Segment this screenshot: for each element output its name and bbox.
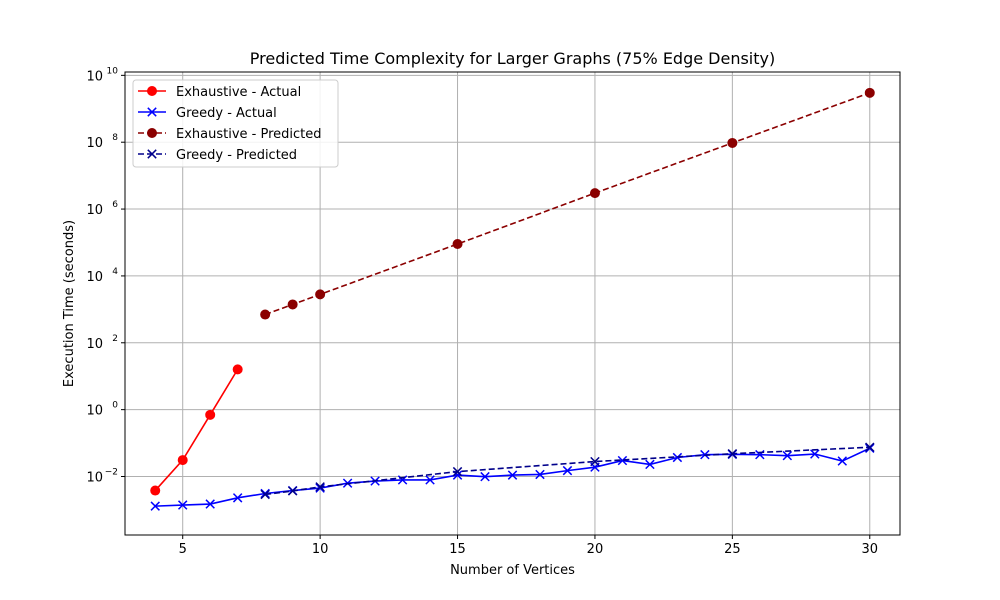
data-point (147, 128, 157, 138)
series-exhaustive-predicted (260, 87, 875, 320)
data-point (287, 299, 298, 310)
y-tick-base: 10 (86, 136, 103, 151)
data-point (562, 465, 573, 476)
legend-item: Greedy - Actual (138, 106, 277, 121)
legend-item: Exhaustive - Predicted (138, 127, 322, 142)
y-tick-exponent: 6 (112, 200, 118, 210)
plot-frame (124, 71, 901, 536)
legend-item: Greedy - Predicted (138, 148, 297, 163)
data-point (232, 364, 243, 375)
data-point (260, 489, 270, 500)
y-tick-label: 10 (86, 270, 103, 285)
y-tick-label: 10 (86, 203, 103, 218)
data-point (837, 456, 848, 466)
y-tick-label: 10 (86, 69, 103, 84)
y-axis-label: Execution Time (seconds) (62, 220, 77, 387)
data-point (865, 442, 875, 452)
x-axis-label: Number of Vertices (450, 563, 575, 578)
y-tick-base: 10 (86, 470, 103, 485)
data-point (617, 455, 628, 466)
chart-title: Predicted Time Complexity for Larger Gra… (250, 49, 775, 68)
legend-label: Greedy - Actual (176, 106, 277, 121)
data-point (507, 470, 518, 480)
data-point (452, 466, 463, 477)
series-line (154, 368, 239, 492)
data-point (589, 188, 600, 199)
y-tick-label: 10 (86, 404, 103, 419)
data-point (590, 456, 600, 467)
y-tick-base: 10 (86, 337, 103, 352)
x-tick-label: 10 (312, 542, 329, 557)
y-tick-exponent: 2 (112, 334, 118, 344)
x-tick-label: 15 (449, 542, 466, 557)
y-tick-label: 10 (86, 470, 103, 485)
y-tick-label: 10 (86, 136, 103, 151)
series-exhaustive-actual (150, 364, 243, 496)
data-point (260, 309, 271, 320)
data-point (315, 483, 325, 493)
y-tick-exponent: 8 (112, 133, 118, 143)
x-tick-label: 5 (179, 542, 187, 557)
series-layer (150, 87, 875, 511)
y-tick-base: 10 (86, 203, 103, 218)
data-point (535, 469, 545, 480)
legend: Exhaustive - Actual Greedy - Actual Exhaus… (132, 79, 339, 168)
y-tick-base: 10 (86, 69, 103, 84)
data-point (147, 107, 157, 117)
data-point (315, 482, 325, 492)
data-point (205, 409, 216, 420)
data-point (287, 486, 298, 496)
data-point (425, 475, 435, 485)
data-point (864, 87, 875, 98)
data-point (150, 501, 160, 511)
y-tick-base: 10 (86, 270, 103, 285)
x-tick-label: 20 (587, 542, 604, 557)
data-point (315, 289, 326, 300)
y-tick-exponent: 10 (107, 66, 119, 76)
data-point (782, 450, 793, 461)
legend-item: Exhaustive - Actual (138, 85, 301, 100)
legend-box (132, 79, 339, 168)
data-point (397, 475, 408, 485)
y-tick-exponent: 0 (112, 401, 118, 411)
y-tick-label: 10 (86, 337, 103, 352)
data-point (645, 459, 655, 470)
data-point (147, 149, 157, 159)
x-tick-label: 30 (861, 542, 878, 557)
data-point (727, 137, 738, 148)
legend-label: Exhaustive - Actual (176, 85, 301, 100)
legend-label: Exhaustive - Predicted (176, 127, 322, 142)
data-point (452, 239, 463, 250)
data-point (232, 493, 243, 503)
data-point (205, 499, 215, 509)
grid (125, 72, 900, 535)
y-tick-base: 10 (86, 404, 103, 419)
legend-label: Greedy - Predicted (176, 148, 297, 163)
y-tick-exponent: −2 (105, 467, 118, 477)
data-point (727, 448, 738, 459)
data-point (147, 86, 157, 96)
y-tick-exponent: 4 (112, 267, 118, 277)
data-point (177, 500, 188, 510)
data-point (150, 485, 161, 496)
data-point (177, 455, 188, 466)
data-point (480, 471, 490, 482)
series-greedy-predicted (260, 442, 875, 500)
data-point (810, 449, 820, 459)
x-tick-label: 25 (724, 542, 741, 557)
